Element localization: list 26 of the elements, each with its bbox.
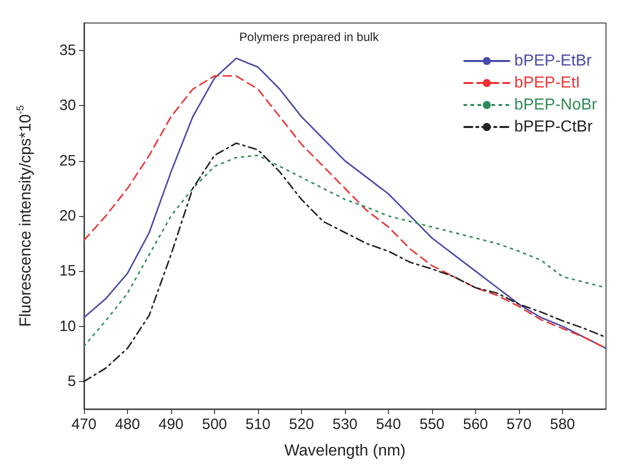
y-tick-label: 10 — [59, 318, 76, 335]
y-tick-label: 15 — [59, 262, 76, 280]
x-axis-title: Wavelength (nm) — [284, 442, 406, 460]
y-tick-label: 20 — [59, 208, 76, 224]
x-tick-label: 490 — [158, 416, 184, 433]
legend-label: bPEP-NoBr — [514, 96, 598, 114]
x-tick-label: 580 — [550, 416, 576, 433]
x-tick-label: 540 — [376, 416, 402, 433]
x-tick-label: 470 — [71, 416, 97, 433]
x-tick-label: 520 — [288, 416, 314, 433]
x-tick-label: 510 — [245, 416, 271, 433]
x-tick-label: 480 — [114, 416, 140, 433]
x-tick-label: 530 — [332, 416, 358, 433]
x-tick-label: 570 — [506, 416, 532, 433]
legend-label: bPEP-CtBr — [514, 118, 594, 136]
y-tick-label: 35 — [59, 42, 76, 60]
y-axis-title: Fluorescence intensity/cps*10-5 — [16, 104, 34, 327]
text: Polymers prepared in bulk — [239, 30, 380, 44]
x-tick-label: 550 — [419, 416, 445, 433]
legend-label: bPEP-EtBr — [514, 52, 592, 70]
y-tick-label: 5 — [68, 372, 76, 390]
y-tick-label: 25 — [59, 152, 76, 170]
legend-label: bPEP-EtI — [514, 74, 580, 92]
x-tick-label: 560 — [462, 416, 488, 433]
y-tick-label: 30 — [59, 97, 76, 114]
x-tick-label: 500 — [202, 416, 228, 433]
